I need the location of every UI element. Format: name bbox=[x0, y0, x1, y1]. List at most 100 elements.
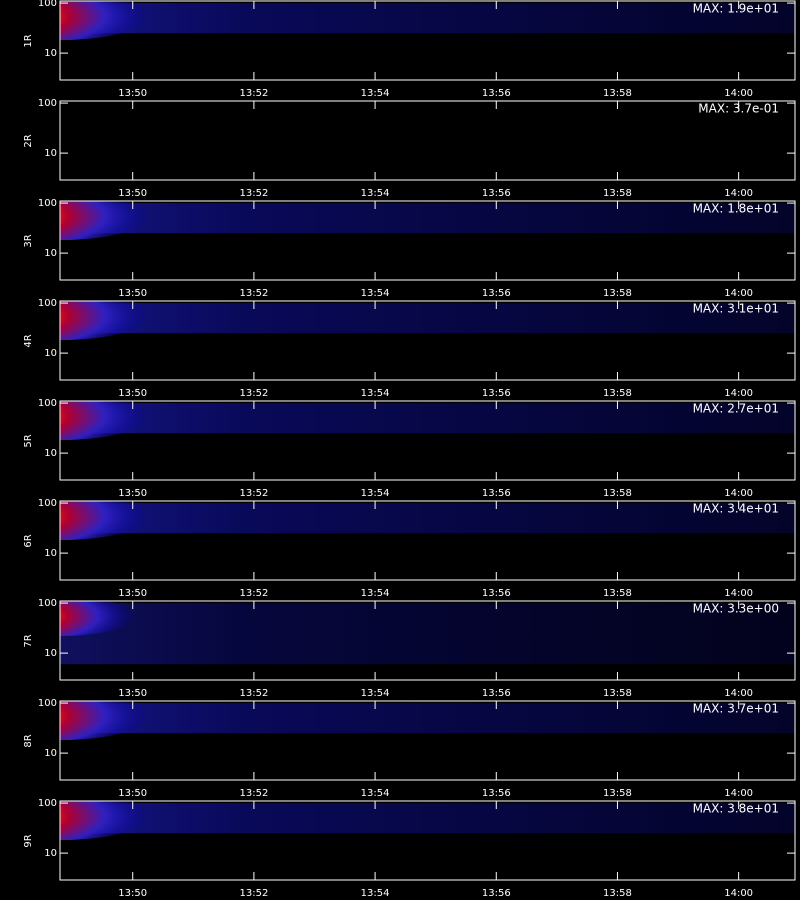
y-tick-label: 10 bbox=[44, 848, 57, 859]
x-tick-label: 14:00 bbox=[724, 788, 753, 799]
x-tick-label: 13:50 bbox=[118, 588, 147, 599]
x-tick-label: 13:56 bbox=[482, 488, 511, 499]
x-tick-label: 13:58 bbox=[603, 888, 632, 899]
x-tick-label: 13:52 bbox=[239, 288, 268, 299]
spectrogram-image bbox=[60, 601, 795, 665]
spectrogram-image bbox=[60, 301, 795, 341]
plot-frame bbox=[59, 400, 796, 481]
spectrogram-image bbox=[60, 801, 795, 841]
hot-spot bbox=[60, 1, 150, 41]
panel: 10 100 13:50 13:52 13:54 13:56 13:58 14:00 6R MAX… bbox=[23, 498, 796, 599]
x-tick-label: 13:54 bbox=[361, 688, 390, 699]
x-tick-label: 13:56 bbox=[482, 288, 511, 299]
y-tick-label: 100 bbox=[38, 598, 57, 609]
y-tick-label: 100 bbox=[38, 198, 57, 209]
y-tick-label: 100 bbox=[38, 698, 57, 709]
x-tick-label: 13:50 bbox=[118, 688, 147, 699]
background-band bbox=[60, 203, 795, 234]
x-tick-label: 13:50 bbox=[118, 888, 147, 899]
hot-spot bbox=[60, 601, 135, 637]
x-tick-label: 13:58 bbox=[603, 288, 632, 299]
x-tick-label: 13:50 bbox=[118, 188, 147, 199]
x-tick-label: 13:56 bbox=[482, 788, 511, 799]
max-annotation: MAX: 3.3e+00 bbox=[693, 602, 779, 616]
background-band bbox=[60, 403, 795, 434]
y-axis-label: 9R bbox=[23, 834, 34, 847]
x-tick-label: 13:54 bbox=[361, 288, 390, 299]
y-axis-label: 6R bbox=[23, 534, 34, 547]
spectrogram-image bbox=[60, 501, 795, 541]
y-tick-label: 100 bbox=[38, 298, 57, 309]
x-tick-label: 14:00 bbox=[724, 288, 753, 299]
hot-spot bbox=[60, 201, 150, 241]
x-tick-label: 14:00 bbox=[724, 388, 753, 399]
panel: 10 100 13:50 13:52 13:54 13:56 13:58 14:00 8R MAX… bbox=[23, 698, 796, 799]
x-tick-label: 13:54 bbox=[361, 188, 390, 199]
x-tick-label: 13:52 bbox=[239, 488, 268, 499]
panel: 10 100 13:50 13:52 13:54 13:56 13:58 14:00 1R MAX… bbox=[23, 0, 796, 99]
y-axis-label: 2R bbox=[23, 134, 34, 147]
max-annotation: MAX: 3.1e+01 bbox=[693, 302, 779, 316]
y-axis-label: 3R bbox=[23, 234, 34, 247]
hot-spot bbox=[60, 301, 150, 341]
y-tick-label: 10 bbox=[44, 248, 57, 259]
plot-frame bbox=[59, 500, 796, 581]
y-tick-label: 10 bbox=[44, 748, 57, 759]
x-tick-label: 14:00 bbox=[724, 488, 753, 499]
background-band bbox=[60, 3, 795, 34]
max-annotation: MAX: 3.7e+01 bbox=[693, 702, 779, 716]
x-tick-label: 13:58 bbox=[603, 588, 632, 599]
hot-spot bbox=[60, 501, 150, 541]
y-tick-label: 10 bbox=[44, 48, 57, 59]
x-tick-label: 13:56 bbox=[482, 888, 511, 899]
panel: 10 100 13:50 13:52 13:54 13:56 13:58 14:00 2R MAX… bbox=[23, 98, 796, 199]
x-tick-label: 13:58 bbox=[603, 688, 632, 699]
y-axis-label: 7R bbox=[23, 634, 34, 647]
x-tick-label: 13:52 bbox=[239, 388, 268, 399]
x-tick-label: 13:56 bbox=[482, 688, 511, 699]
max-annotation: MAX: 1.8e+01 bbox=[693, 202, 779, 216]
x-tick-label: 13:54 bbox=[361, 488, 390, 499]
x-tick-label: 13:58 bbox=[603, 788, 632, 799]
y-tick-label: 10 bbox=[44, 448, 57, 459]
x-tick-label: 13:58 bbox=[603, 88, 632, 99]
plot-frame bbox=[59, 100, 796, 181]
plot-frame bbox=[59, 200, 796, 281]
y-tick-label: 10 bbox=[44, 348, 57, 359]
y-tick-label: 100 bbox=[38, 798, 57, 809]
x-tick-label: 13:52 bbox=[239, 188, 268, 199]
x-tick-label: 13:54 bbox=[361, 388, 390, 399]
x-tick-label: 13:50 bbox=[118, 288, 147, 299]
y-tick-label: 10 bbox=[44, 148, 57, 159]
background-band bbox=[60, 803, 795, 834]
x-tick-label: 13:56 bbox=[482, 388, 511, 399]
hot-spot bbox=[60, 401, 150, 441]
plot-frame bbox=[59, 800, 796, 881]
plot-frame bbox=[59, 700, 796, 781]
x-tick-label: 13:56 bbox=[482, 188, 511, 199]
plot-frame bbox=[59, 300, 796, 381]
max-annotation: MAX: 3.4e+01 bbox=[693, 502, 779, 516]
x-tick-label: 13:54 bbox=[361, 888, 390, 899]
max-annotation: MAX: 2.7e+01 bbox=[693, 402, 779, 416]
x-tick-label: 13:52 bbox=[239, 588, 268, 599]
plot-frame bbox=[59, 600, 796, 681]
y-tick-label: 100 bbox=[38, 498, 57, 509]
max-annotation: MAX: 3.7e-01 bbox=[698, 102, 779, 116]
x-tick-label: 13:58 bbox=[603, 488, 632, 499]
background-band bbox=[60, 603, 795, 665]
x-tick-label: 13:54 bbox=[361, 788, 390, 799]
x-tick-label: 13:56 bbox=[482, 88, 511, 99]
panel: 10 100 13:50 13:52 13:54 13:56 13:58 14:00 3R MAX… bbox=[23, 198, 796, 299]
x-tick-label: 14:00 bbox=[724, 888, 753, 899]
max-annotation: MAX: 3.8e+01 bbox=[693, 802, 779, 816]
x-tick-label: 13:52 bbox=[239, 788, 268, 799]
x-tick-label: 14:00 bbox=[724, 588, 753, 599]
x-tick-label: 13:58 bbox=[603, 188, 632, 199]
spectrogram-image bbox=[60, 701, 795, 741]
x-tick-label: 13:54 bbox=[361, 88, 390, 99]
x-tick-label: 13:52 bbox=[239, 88, 268, 99]
y-tick-label: 100 bbox=[38, 0, 57, 9]
x-tick-label: 14:00 bbox=[724, 188, 753, 199]
